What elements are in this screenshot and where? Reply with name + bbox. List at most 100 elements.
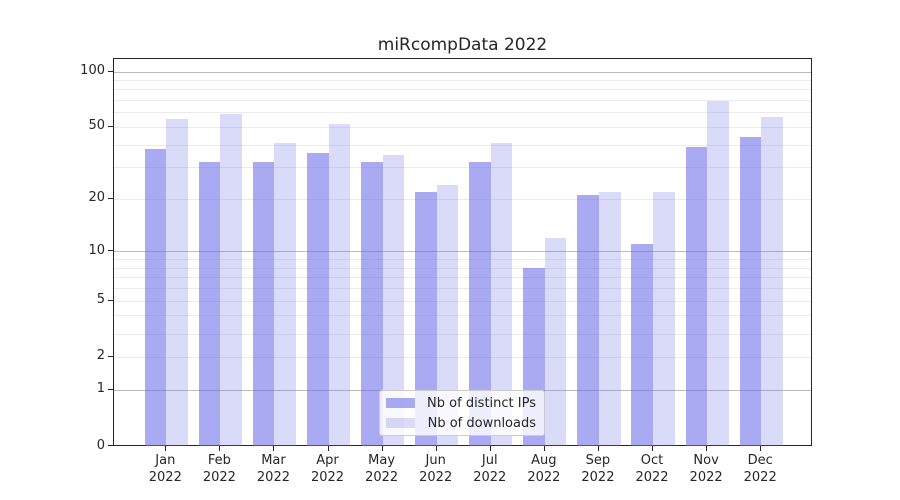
bar-jul-series0 xyxy=(469,162,491,446)
x-tick-label-year: 2022 xyxy=(635,469,669,485)
bar-mar-series0 xyxy=(252,162,275,446)
x-tick-label: May 2022 xyxy=(352,453,412,486)
legend-item-distinct-ips: Nb of distinct IPs xyxy=(386,395,536,411)
bar-jan-series1 xyxy=(166,119,188,446)
x-tick-mark xyxy=(273,446,275,451)
x-tick-label: Feb 2022 xyxy=(189,453,249,486)
bar-may-series1 xyxy=(382,155,405,446)
bar-dec-series1 xyxy=(761,116,783,446)
x-tick-label-year: 2022 xyxy=(743,469,777,485)
minor-gridline xyxy=(114,144,811,146)
bar-jul-series1 xyxy=(490,142,513,446)
x-tick-mark xyxy=(652,446,654,451)
legend-label: Nb of distinct IPs xyxy=(427,395,536,411)
x-tick-label-year: 2022 xyxy=(527,469,561,485)
x-tick-mark xyxy=(489,446,491,451)
y-tick-label: 2 xyxy=(96,348,105,364)
bar-mar-series1 xyxy=(274,142,297,446)
x-tick-label-year: 2022 xyxy=(581,469,615,485)
minor-gridline xyxy=(114,126,811,128)
bar-sep-series0 xyxy=(577,195,599,446)
minor-gridline xyxy=(114,288,811,290)
bar-jun-series0 xyxy=(415,191,437,446)
y-tick-mark xyxy=(108,250,113,252)
x-tick-label: Jan 2022 xyxy=(135,453,195,486)
y-tick-mark xyxy=(108,197,113,199)
x-tick-label-year: 2022 xyxy=(419,469,453,485)
y-tick-mark xyxy=(108,299,113,301)
major-gridline xyxy=(114,71,811,73)
x-tick-label-year: 2022 xyxy=(473,469,507,485)
x-tick-mark xyxy=(760,446,762,451)
y-tick-label: 5 xyxy=(96,292,105,308)
bar-nov-series1 xyxy=(707,101,729,446)
minor-gridline xyxy=(114,79,811,81)
x-tick-label-year: 2022 xyxy=(256,469,290,485)
bar-feb-series1 xyxy=(220,113,242,446)
y-tick-label: 10 xyxy=(88,242,105,258)
bar-sep-series1 xyxy=(598,191,621,446)
y-tick-label: 1 xyxy=(96,381,105,397)
x-tick-label: Sep 2022 xyxy=(568,453,628,486)
minor-gridline xyxy=(114,277,811,279)
minor-gridline xyxy=(114,198,811,200)
x-tick-label: Apr 2022 xyxy=(298,453,358,486)
downloads-swatch xyxy=(386,418,415,428)
minor-gridline xyxy=(114,100,811,102)
x-tick-label: Jul 2022 xyxy=(460,453,520,486)
bar-oct-series0 xyxy=(631,244,653,446)
minor-gridline xyxy=(114,267,811,269)
bar-jun-series1 xyxy=(436,184,459,446)
y-tick-mark xyxy=(108,70,113,72)
minor-gridline xyxy=(114,356,811,358)
x-tick-label-year: 2022 xyxy=(202,469,236,485)
x-tick-label-year: 2022 xyxy=(148,469,182,485)
bar-apr-series0 xyxy=(306,152,329,446)
y-tick-label: 50 xyxy=(88,118,105,134)
x-tick-label: Jun 2022 xyxy=(406,453,466,486)
y-tick-label: 20 xyxy=(88,190,105,206)
y-tick-label: 100 xyxy=(80,63,105,78)
minor-gridline xyxy=(114,315,811,317)
x-tick-mark xyxy=(327,446,329,451)
minor-gridline xyxy=(114,167,811,169)
x-tick-label: Oct 2022 xyxy=(622,453,682,486)
x-tick-label: Nov 2022 xyxy=(676,453,736,486)
x-tick-mark xyxy=(706,446,708,451)
distinct-ips-swatch xyxy=(386,398,415,408)
minor-gridline xyxy=(114,89,811,91)
legend-item-downloads: Nb of downloads xyxy=(386,415,536,431)
y-tick-mark xyxy=(108,125,113,127)
minor-gridline xyxy=(114,300,811,302)
bar-apr-series1 xyxy=(328,123,351,446)
y-tick-mark xyxy=(108,445,113,446)
x-tick-label: Dec 2022 xyxy=(730,453,790,486)
y-tick-mark xyxy=(108,388,113,390)
chart-title: miRcompData 2022 xyxy=(377,35,548,55)
x-tick-mark xyxy=(597,446,599,451)
plot-area xyxy=(113,58,812,446)
major-gridline xyxy=(114,251,811,253)
bar-nov-series0 xyxy=(685,146,708,446)
x-tick-label-year: 2022 xyxy=(310,469,345,485)
y-tick-label: 0 xyxy=(96,437,105,453)
x-tick-label: Mar 2022 xyxy=(243,453,303,486)
x-tick-mark xyxy=(435,446,437,451)
x-tick-mark xyxy=(219,446,221,451)
bar-jan-series0 xyxy=(144,148,167,446)
minor-gridline xyxy=(114,333,811,335)
x-tick-mark xyxy=(381,446,383,451)
x-tick-mark xyxy=(165,446,167,451)
bar-feb-series0 xyxy=(198,162,221,446)
x-tick-label: Aug 2022 xyxy=(514,453,574,486)
legend: Nb of distinct IPs Nb of downloads xyxy=(379,390,545,436)
y-tick-mark xyxy=(108,355,113,357)
bar-dec-series0 xyxy=(739,137,762,446)
legend-label: Nb of downloads xyxy=(427,415,536,431)
bar-may-series0 xyxy=(361,162,383,446)
bar-oct-series1 xyxy=(653,191,675,446)
x-tick-label-year: 2022 xyxy=(365,469,399,485)
minor-gridline xyxy=(114,259,811,261)
x-tick-label-year: 2022 xyxy=(689,469,723,485)
